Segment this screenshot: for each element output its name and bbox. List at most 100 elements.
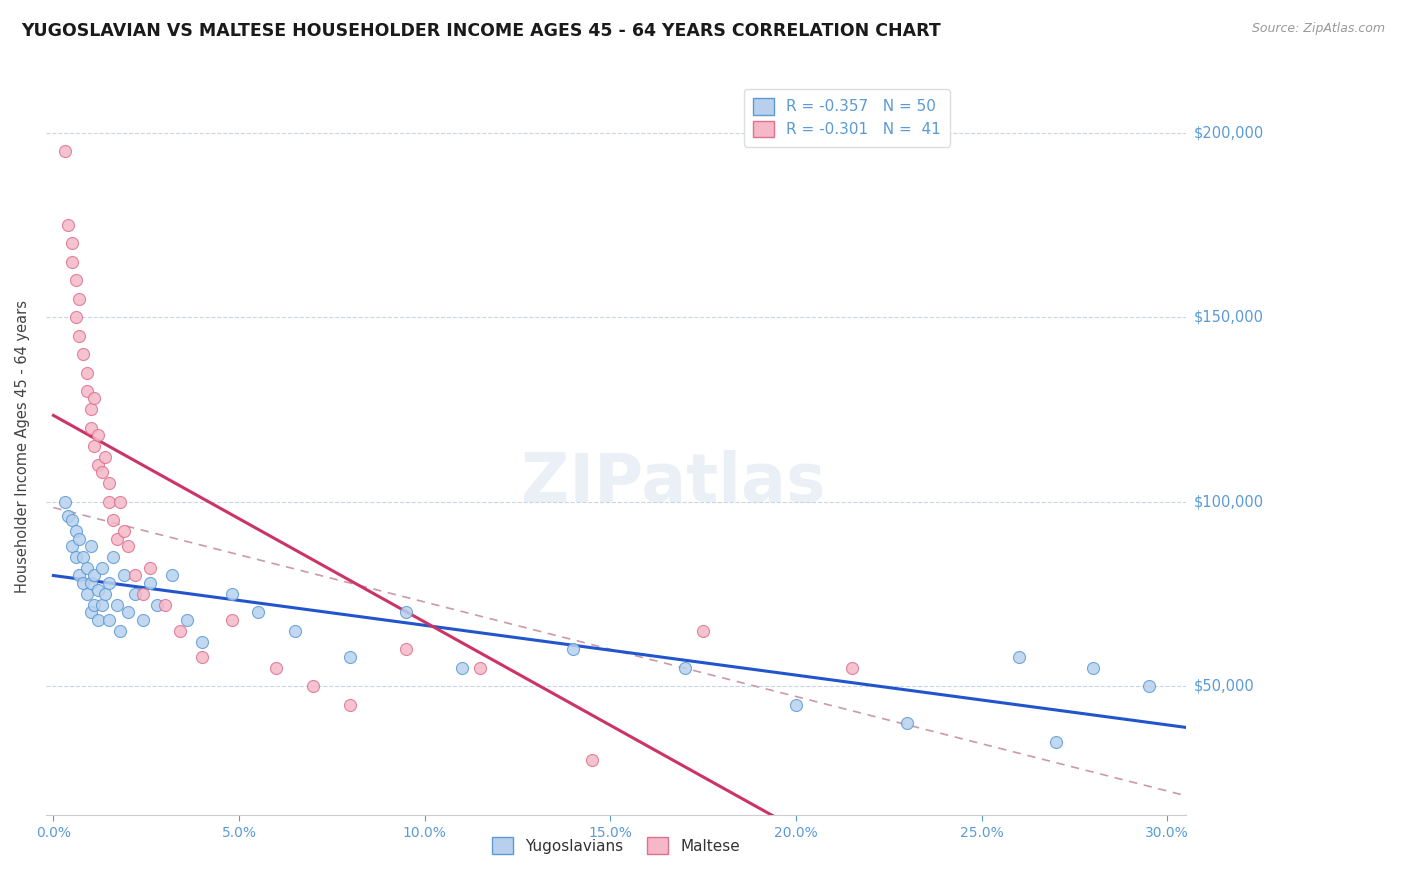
Point [65, 273, 87, 287]
Point [191, 635, 214, 649]
Point [53, 145, 76, 159]
Point [131, 613, 153, 627]
Point [470, 661, 492, 675]
Point [90, 561, 112, 575]
Point [83, 439, 105, 453]
Point [79, 421, 101, 435]
Point [72, 549, 94, 564]
Point [65, 549, 87, 564]
Point [79, 539, 101, 553]
Point [101, 549, 124, 564]
Point [169, 624, 191, 638]
Point [1008, 649, 1031, 664]
Point [72, 347, 94, 361]
Point [841, 661, 863, 675]
Point [60, 513, 83, 527]
Point [124, 568, 146, 582]
Point [60, 236, 83, 251]
Point [87, 458, 110, 472]
Point [112, 568, 135, 582]
Point [67, 292, 90, 306]
Point [90, 465, 112, 479]
Point [79, 402, 101, 417]
Point [76, 384, 98, 398]
Point [246, 606, 269, 620]
Point [673, 661, 696, 675]
Point [76, 587, 98, 601]
Point [112, 524, 135, 539]
Point [60, 539, 83, 553]
Point [94, 587, 117, 601]
Point [117, 606, 139, 620]
Point [117, 539, 139, 553]
Point [98, 476, 121, 491]
Point [98, 494, 121, 508]
Point [87, 583, 110, 598]
Legend: Yugoslavians, Maltese: Yugoslavians, Maltese [482, 828, 749, 863]
Point [79, 606, 101, 620]
Point [1137, 679, 1160, 693]
Point [87, 613, 110, 627]
Point [83, 568, 105, 582]
Point [79, 575, 101, 590]
Y-axis label: Householder Income Ages 45 - 64 years: Householder Income Ages 45 - 64 years [15, 300, 30, 593]
Point [562, 642, 585, 657]
Point [124, 587, 146, 601]
Text: $200,000: $200,000 [1194, 125, 1264, 140]
Point [139, 575, 162, 590]
Text: Source: ZipAtlas.com: Source: ZipAtlas.com [1251, 22, 1385, 36]
Point [110, 624, 132, 638]
Point [450, 661, 472, 675]
Point [131, 587, 153, 601]
Point [87, 428, 110, 442]
Point [339, 698, 361, 712]
Point [58, 218, 80, 232]
Point [98, 575, 121, 590]
Point [67, 328, 90, 343]
Point [191, 649, 214, 664]
Point [83, 392, 105, 406]
Point [221, 613, 243, 627]
Text: YUGOSLAVIAN VS MALTESE HOUSEHOLDER INCOME AGES 45 - 64 YEARS CORRELATION CHART: YUGOSLAVIAN VS MALTESE HOUSEHOLDER INCOM… [21, 22, 941, 40]
Point [110, 494, 132, 508]
Point [896, 716, 918, 731]
Point [339, 649, 361, 664]
Point [395, 642, 418, 657]
Text: ZIPatlas: ZIPatlas [520, 450, 825, 516]
Point [264, 661, 287, 675]
Point [146, 598, 169, 612]
Point [83, 598, 105, 612]
Point [60, 255, 83, 269]
Point [139, 561, 162, 575]
Point [76, 366, 98, 380]
Point [395, 606, 418, 620]
Point [1045, 734, 1067, 748]
Point [101, 513, 124, 527]
Point [65, 524, 87, 539]
Point [67, 568, 90, 582]
Point [72, 575, 94, 590]
Point [65, 310, 87, 325]
Point [94, 450, 117, 465]
Point [785, 698, 807, 712]
Point [53, 494, 76, 508]
Point [76, 561, 98, 575]
Point [284, 624, 307, 638]
Point [98, 613, 121, 627]
Point [581, 753, 603, 767]
Point [105, 598, 128, 612]
Text: $150,000: $150,000 [1194, 310, 1264, 325]
Point [153, 598, 176, 612]
Point [1081, 661, 1104, 675]
Point [58, 509, 80, 524]
Point [160, 568, 183, 582]
Point [302, 679, 325, 693]
Point [90, 598, 112, 612]
Text: $100,000: $100,000 [1194, 494, 1264, 509]
Point [176, 613, 198, 627]
Point [105, 532, 128, 546]
Point [221, 587, 243, 601]
Point [692, 624, 714, 638]
Text: $50,000: $50,000 [1194, 679, 1256, 694]
Point [67, 532, 90, 546]
